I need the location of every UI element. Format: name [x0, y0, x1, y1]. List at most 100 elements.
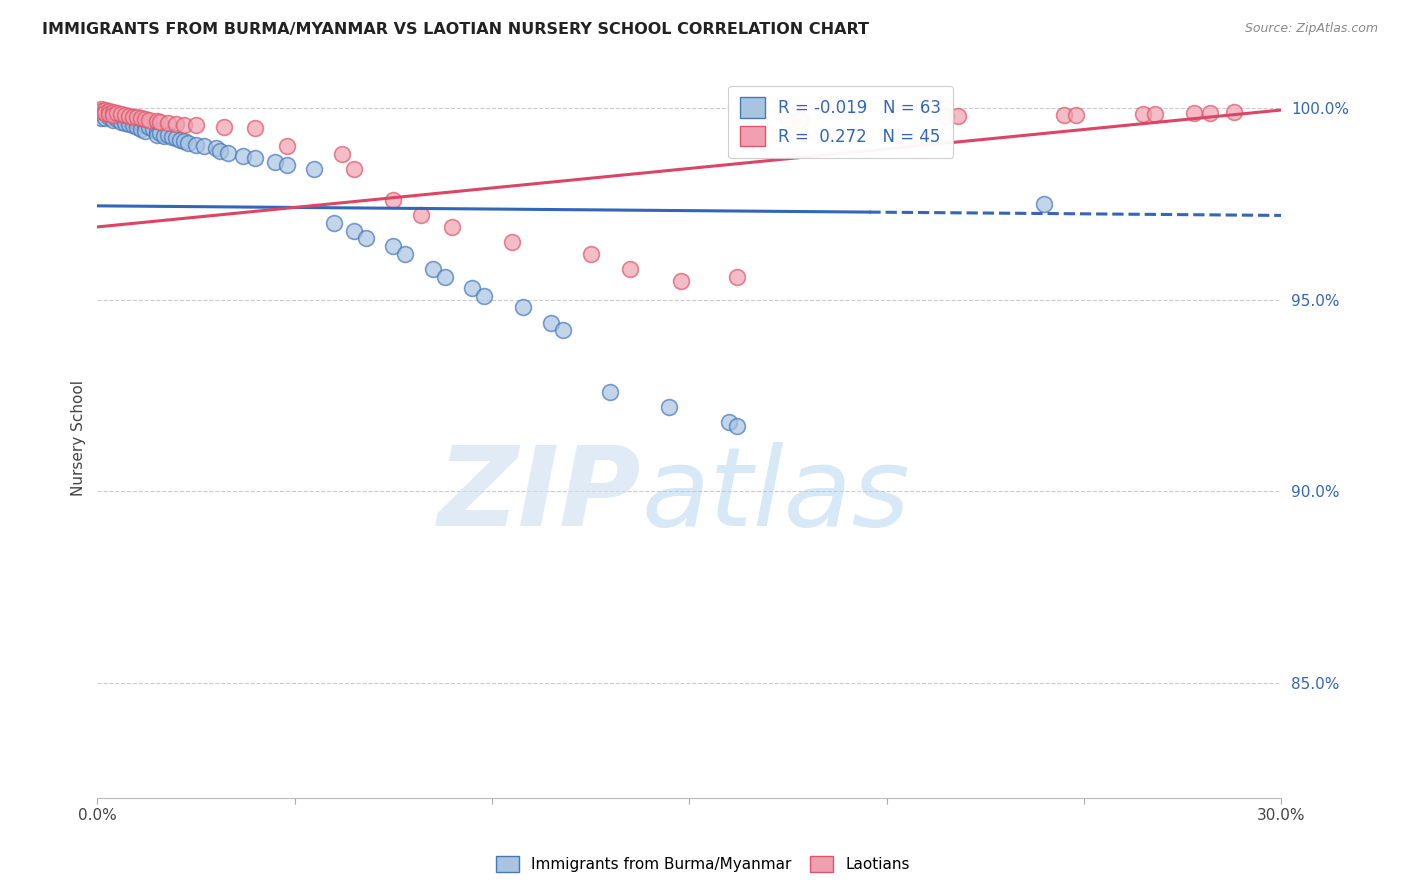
Point — [1143, 107, 1166, 121]
Point — [173, 134, 195, 148]
Point — [394, 246, 416, 260]
Point — [145, 128, 167, 142]
Point — [177, 136, 200, 150]
Point — [1132, 107, 1154, 121]
Legend: Immigrants from Burma/Myanmar, Laotians: Immigrants from Burma/Myanmar, Laotians — [489, 848, 917, 880]
Point — [212, 120, 235, 134]
Point — [323, 216, 346, 230]
Point — [90, 111, 112, 125]
Point — [98, 103, 121, 118]
Text: ZIP: ZIP — [439, 442, 643, 549]
Point — [114, 116, 136, 130]
Text: atlas: atlas — [643, 442, 911, 549]
Point — [98, 107, 121, 121]
Point — [105, 109, 128, 123]
Point — [173, 118, 195, 132]
Point — [153, 128, 176, 143]
Point — [276, 158, 298, 172]
Point — [433, 269, 456, 284]
Point — [149, 115, 172, 129]
Point — [551, 323, 574, 337]
Point — [1222, 104, 1244, 119]
Point — [343, 224, 366, 238]
Point — [1053, 107, 1076, 121]
Point — [129, 116, 152, 130]
Point — [276, 139, 298, 153]
Point — [110, 107, 132, 121]
Point — [121, 110, 143, 124]
Point — [422, 262, 444, 277]
Point — [232, 149, 254, 163]
Point — [134, 112, 156, 126]
Point — [142, 122, 165, 136]
Point — [946, 109, 969, 123]
Point — [118, 112, 141, 127]
Point — [118, 109, 141, 123]
Text: Source: ZipAtlas.com: Source: ZipAtlas.com — [1244, 22, 1378, 36]
Point — [725, 419, 748, 434]
Point — [472, 289, 495, 303]
Point — [110, 114, 132, 128]
Point — [94, 103, 117, 117]
Point — [264, 154, 287, 169]
Point — [169, 132, 191, 146]
Point — [101, 104, 124, 119]
Point — [121, 119, 143, 133]
Point — [409, 209, 432, 223]
Point — [94, 105, 117, 120]
Point — [461, 281, 484, 295]
Point — [98, 110, 121, 124]
Point — [1064, 107, 1087, 121]
Point — [138, 113, 160, 128]
Point — [441, 219, 464, 234]
Point — [789, 112, 811, 127]
Point — [134, 119, 156, 133]
Point — [157, 128, 180, 142]
Point — [204, 141, 226, 155]
Point — [149, 126, 172, 140]
Point — [1199, 106, 1222, 120]
Point — [776, 112, 799, 127]
Point — [501, 235, 523, 250]
Point — [304, 162, 326, 177]
Point — [217, 146, 239, 161]
Point — [243, 121, 266, 136]
Point — [165, 131, 187, 145]
Point — [125, 111, 148, 125]
Point — [354, 231, 377, 245]
Point — [94, 104, 117, 119]
Point — [90, 107, 112, 121]
Point — [105, 112, 128, 126]
Point — [94, 111, 117, 125]
Point — [98, 107, 121, 121]
Point — [129, 112, 152, 126]
Point — [243, 151, 266, 165]
Point — [101, 108, 124, 122]
Point — [540, 316, 562, 330]
Point — [343, 162, 366, 177]
Point — [330, 147, 353, 161]
Point — [125, 114, 148, 128]
Point — [114, 107, 136, 121]
Point — [110, 111, 132, 125]
Point — [165, 117, 187, 131]
Point — [1033, 197, 1056, 211]
Point — [162, 129, 184, 144]
Point — [208, 144, 231, 158]
Point — [145, 124, 167, 138]
Point — [105, 105, 128, 120]
Point — [619, 262, 641, 277]
Point — [725, 269, 748, 284]
Point — [138, 120, 160, 135]
Point — [1182, 106, 1205, 120]
Legend: R = -0.019   N = 63, R =  0.272   N = 45: R = -0.019 N = 63, R = 0.272 N = 45 — [728, 86, 953, 158]
Text: IMMIGRANTS FROM BURMA/MYANMAR VS LAOTIAN NURSERY SCHOOL CORRELATION CHART: IMMIGRANTS FROM BURMA/MYANMAR VS LAOTIAN… — [42, 22, 869, 37]
Point — [599, 384, 621, 399]
Point — [193, 139, 215, 153]
Point — [579, 246, 602, 260]
Point — [184, 137, 207, 152]
Point — [121, 113, 143, 128]
Point — [90, 104, 112, 119]
Point — [118, 117, 141, 131]
Point — [671, 274, 693, 288]
